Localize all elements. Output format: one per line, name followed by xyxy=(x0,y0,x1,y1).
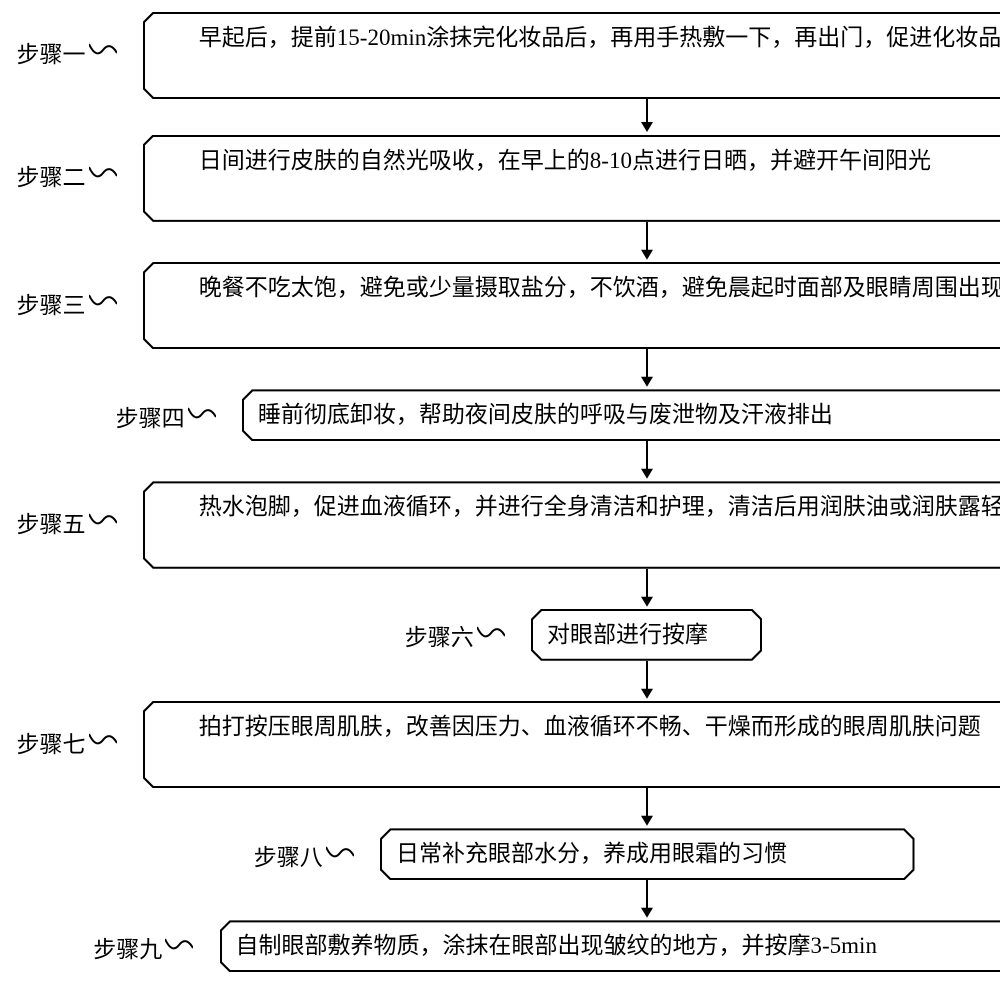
connector-3 xyxy=(89,292,117,310)
step-text-5: 热水泡脚，促进血液循环，并进行全身清洁和护理，清洁后用润肤油或润肤露轻轻按摩全身 xyxy=(145,483,1000,566)
step-label-5: 步骤五 xyxy=(17,505,86,539)
step-label-1: 步骤一 xyxy=(17,35,86,69)
step-box-6: 对眼部进行按摩 xyxy=(531,609,762,661)
connector-8 xyxy=(326,844,354,862)
connector-7 xyxy=(89,731,117,749)
step-box-5: 热水泡脚，促进血液循环，并进行全身清洁和护理，清洁后用润肤油或润肤露轻轻按摩全身 xyxy=(143,481,1000,568)
step-label-9: 步骤九 xyxy=(93,930,162,964)
arrow-7 xyxy=(637,788,657,828)
connector-2 xyxy=(89,164,117,182)
step-box-2: 日间进行皮肤的自然光吸收，在早上的8-10点进行日晒，并避开午间阳光 xyxy=(143,135,1000,222)
step-text-6: 对眼部进行按摩 xyxy=(533,611,760,659)
step-text-7: 拍打按压眼周肌肤，改善因压力、血液循环不畅、干燥而形成的眼周肌肤问题 xyxy=(145,703,1000,786)
connector-5 xyxy=(89,511,117,529)
step-text-1: 早起后，提前15-20min涂抹完化妆品后，再用手热敷一下，再出门，促进化妆品吸… xyxy=(145,14,1000,97)
step-label-6: 步骤六 xyxy=(405,618,474,652)
step-box-7: 拍打按压眼周肌肤，改善因压力、血液循环不畅、干燥而形成的眼周肌肤问题 xyxy=(143,701,1000,788)
step-label-2: 步骤二 xyxy=(17,158,86,192)
arrow-5 xyxy=(637,569,657,609)
arrow-8 xyxy=(637,880,657,920)
step-label-7: 步骤七 xyxy=(17,725,86,759)
step-box-4: 睡前彻底卸妆，帮助夜间皮肤的呼吸与废泄物及汗液排出 xyxy=(242,389,1000,441)
step-text-3: 晚餐不吃太饱，避免或少量摄取盐分，不饮酒，避免晨起时面部及眼睛周围出现浮肿 xyxy=(145,264,1000,347)
connector-4 xyxy=(188,405,216,423)
step-text-2: 日间进行皮肤的自然光吸收，在早上的8-10点进行日晒，并避开午间阳光 xyxy=(145,137,1000,220)
step-label-3: 步骤三 xyxy=(17,286,86,320)
arrow-1 xyxy=(637,99,657,134)
step-box-3: 晚餐不吃太饱，避免或少量摄取盐分，不饮酒，避免晨起时面部及眼睛周围出现浮肿 xyxy=(143,262,1000,349)
step-box-1: 早起后，提前15-20min涂抹完化妆品后，再用手热敷一下，再出门，促进化妆品吸… xyxy=(143,12,1000,99)
connector-9 xyxy=(165,936,193,954)
step-label-8: 步骤八 xyxy=(254,838,323,872)
step-text-9: 自制眼部敷养物质，涂抹在眼部出现皱纹的地方，并按摩3-5min xyxy=(222,922,1000,970)
step-label-4: 步骤四 xyxy=(116,399,185,433)
step-text-8: 日常补充眼部水分，养成用眼霜的习惯 xyxy=(382,830,913,878)
arrow-4 xyxy=(637,441,657,481)
step-text-4: 睡前彻底卸妆，帮助夜间皮肤的呼吸与废泄物及汗液排出 xyxy=(244,391,1000,439)
step-box-9: 自制眼部敷养物质，涂抹在眼部出现皱纹的地方，并按摩3-5min xyxy=(220,920,1000,972)
step-box-8: 日常补充眼部水分，养成用眼霜的习惯 xyxy=(380,828,915,880)
connector-6 xyxy=(477,624,505,642)
arrow-2 xyxy=(637,222,657,262)
arrow-6 xyxy=(637,661,657,701)
connector-1 xyxy=(89,41,117,59)
arrow-3 xyxy=(637,349,657,389)
